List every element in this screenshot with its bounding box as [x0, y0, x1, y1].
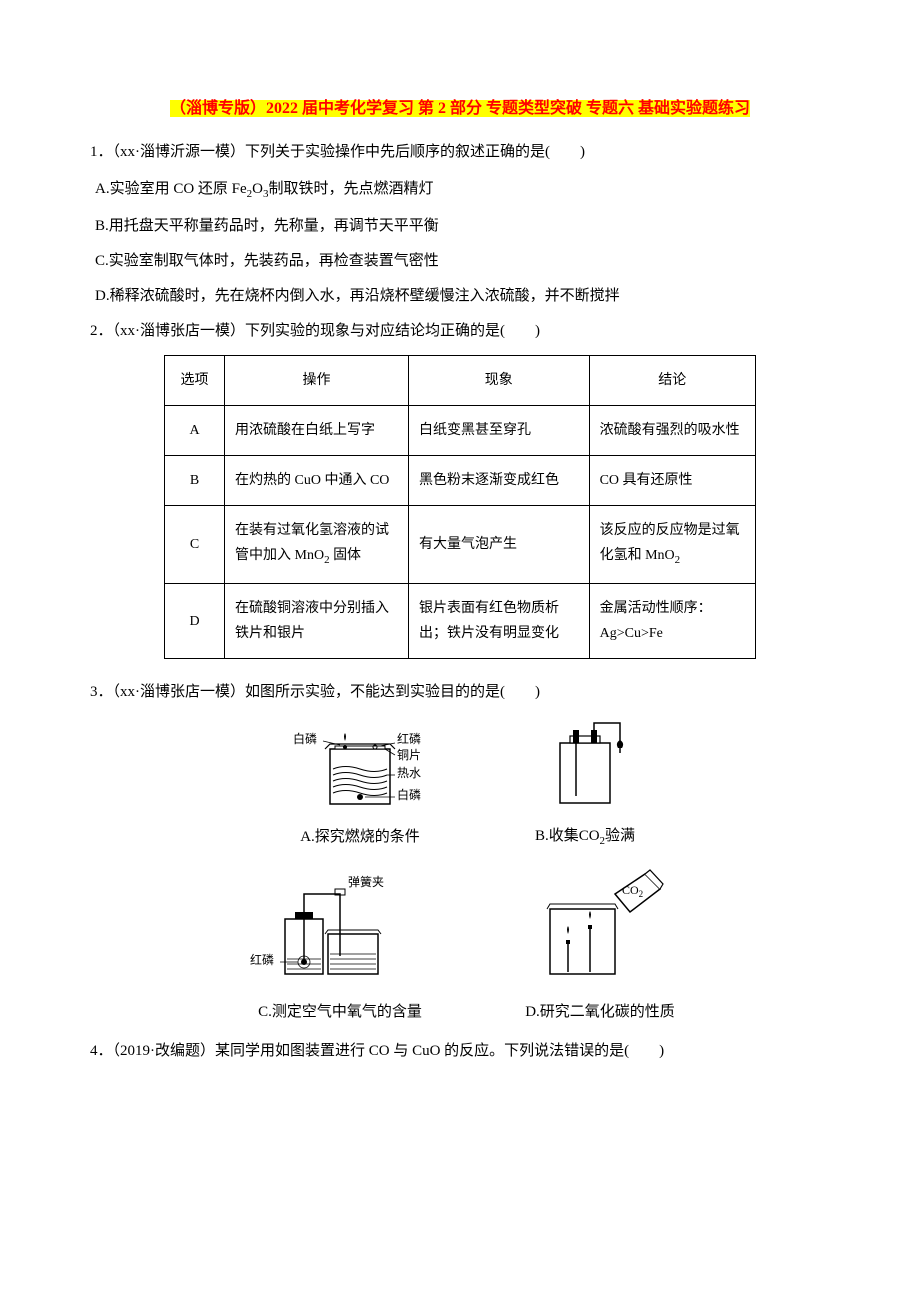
svg-text:CO2: CO2: [622, 883, 643, 899]
caption-b: B.收集CO2验满: [525, 823, 645, 852]
svg-text:热水: 热水: [397, 766, 421, 780]
q1-option-a: A.实验室用 CO 还原 Fe2O3制取铁时，先点燃酒精灯: [90, 176, 830, 205]
q4-stem: 4．（2019·改编题）某同学用如图装置进行 CO 与 CuO 的反应。下列说法…: [90, 1038, 830, 1065]
caption-d: D.研究二氧化碳的性质: [520, 999, 680, 1026]
q1-stem: 1．（xx·淄博沂源一模）下列关于实验操作中先后顺序的叙述正确的是( ): [90, 139, 830, 166]
svg-text:红磷: 红磷: [397, 731, 421, 746]
svg-text:铜片: 铜片: [397, 747, 421, 762]
th-operation: 操作: [225, 355, 409, 405]
table-row: B 在灼热的 CuO 中通入 CO 黑色粉末逐渐变成红色 CO 具有还原性: [165, 455, 756, 505]
title-text: （淄博专版）2022 届中考化学复习 第 2 部分 专题类型突破 专题六 基础实…: [170, 100, 750, 117]
q3-stem: 3．（xx·淄博张店一模）如图所示实验，不能达到实验目的的是( ): [90, 679, 830, 706]
caption-a: A.探究燃烧的条件: [275, 824, 445, 851]
figure-row-2: 弹簧夹 红磷 C.测定空气中氧气的含量 CO2 D.研究二氧化碳的性质: [90, 864, 830, 1026]
svg-text:红磷: 红磷: [250, 952, 274, 967]
figure-b: B.收集CO2验满: [525, 718, 645, 852]
figure-d: CO2 D.研究二氧化碳的性质: [520, 864, 680, 1026]
th-phenomenon: 现象: [409, 355, 590, 405]
q1-option-b: B.用托盘天平称量药品时，先称量，再调节天平平衡: [90, 213, 830, 240]
q1-option-c: C.实验室制取气体时，先装药品，再检查装置气密性: [90, 248, 830, 275]
table-row: C 在装有过氧化氢溶液的试管中加入 MnO2 固体 有大量气泡产生 该反应的反应…: [165, 506, 756, 584]
th-option: 选项: [165, 355, 225, 405]
table-row: D 在硫酸铜溶液中分别插入铁片和银片 银片表面有红色物质析出；铁片没有明显变化 …: [165, 583, 756, 658]
svg-text:弹簧夹: 弹簧夹: [348, 874, 384, 889]
q2-stem: 2．（xx·淄博张店一模）下列实验的现象与对应结论均正确的是( ): [90, 318, 830, 345]
th-conclusion: 结论: [589, 355, 755, 405]
table-row: A 用浓硫酸在白纸上写字 白纸变黑甚至穿孔 浓硫酸有强烈的吸水性: [165, 405, 756, 455]
figure-a: 白磷 红磷 铜片 热水 白磷 A.探究燃烧的条件: [275, 719, 445, 851]
figure-c: 弹簧夹 红磷 C.测定空气中氧气的含量: [240, 864, 440, 1026]
document-title: （淄博专版）2022 届中考化学复习 第 2 部分 专题类型突破 专题六 基础实…: [90, 95, 830, 124]
figure-row-1: 白磷 红磷 铜片 热水 白磷 A.探究燃烧的条件 B.收集CO2验满: [90, 718, 830, 852]
q1-option-d: D.稀释浓硫酸时，先在烧杯内倒入水，再沿烧杯壁缓慢注入浓硫酸，并不断搅拌: [90, 283, 830, 310]
svg-text:白磷: 白磷: [293, 731, 317, 746]
q2-table: 选项 操作 现象 结论 A 用浓硫酸在白纸上写字 白纸变黑甚至穿孔 浓硫酸有强烈…: [164, 355, 756, 660]
caption-c: C.测定空气中氧气的含量: [240, 999, 440, 1026]
svg-text:白磷: 白磷: [397, 787, 421, 802]
